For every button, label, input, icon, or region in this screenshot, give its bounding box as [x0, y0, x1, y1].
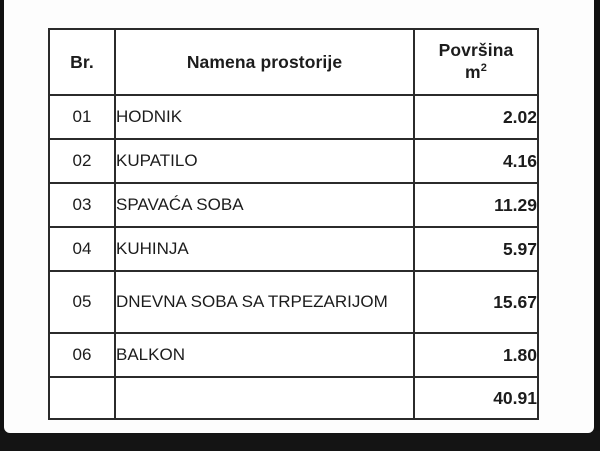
column-header-area-unit: m [465, 62, 481, 82]
row-name: DNEVNA SOBA SA TRPEZARIJOM [114, 270, 415, 334]
row-name: KUHINJA [114, 226, 415, 272]
column-header-number: Br. [48, 28, 116, 96]
row-area: 2.02 [413, 94, 539, 140]
row-number: 06 [48, 332, 116, 378]
room-schedule-table: Br. Namena prostorije Površina m2 01 HOD… [48, 28, 539, 420]
row-area: 15.67 [413, 270, 539, 334]
table-row: 02 KUPATILO 4.16 [48, 138, 539, 184]
row-number: 03 [48, 182, 116, 228]
row-number: 02 [48, 138, 116, 184]
table-row: 05 DNEVNA SOBA SA TRPEZARIJOM 15.67 [48, 270, 539, 334]
document-page: Br. Namena prostorije Površina m2 01 HOD… [4, 0, 594, 433]
column-header-name: Namena prostorije [114, 28, 415, 96]
table-row: 03 SPAVAĆA SOBA 11.29 [48, 182, 539, 228]
total-name [114, 376, 415, 420]
table-body: 01 HODNIK 2.02 02 KUPATILO 4.16 03 SPAVA… [48, 94, 539, 420]
column-header-area-label: Površina [438, 40, 514, 61]
row-name: BALKON [114, 332, 415, 378]
row-name: SPAVAĆA SOBA [114, 182, 415, 228]
row-area: 11.29 [413, 182, 539, 228]
row-name: KUPATILO [114, 138, 415, 184]
total-number [48, 376, 116, 420]
row-area: 5.97 [413, 226, 539, 272]
column-header-area-unit-exponent: 2 [480, 62, 487, 75]
table-total-row: 40.91 [48, 376, 539, 420]
table-row: 01 HODNIK 2.02 [48, 94, 539, 140]
row-number: 05 [48, 270, 116, 334]
row-area: 4.16 [413, 138, 539, 184]
header-row: Br. Namena prostorije Površina m2 [48, 28, 539, 96]
backdrop-bottom-band [0, 431, 600, 451]
row-number: 04 [48, 226, 116, 272]
table-header: Br. Namena prostorije Površina m2 [48, 28, 539, 96]
column-header-area: Površina m2 [413, 28, 539, 96]
table-row: 06 BALKON 1.80 [48, 332, 539, 378]
total-area: 40.91 [413, 376, 539, 420]
row-name: HODNIK [114, 94, 415, 140]
row-area: 1.80 [413, 332, 539, 378]
table-row: 04 KUHINJA 5.97 [48, 226, 539, 272]
row-number: 01 [48, 94, 116, 140]
